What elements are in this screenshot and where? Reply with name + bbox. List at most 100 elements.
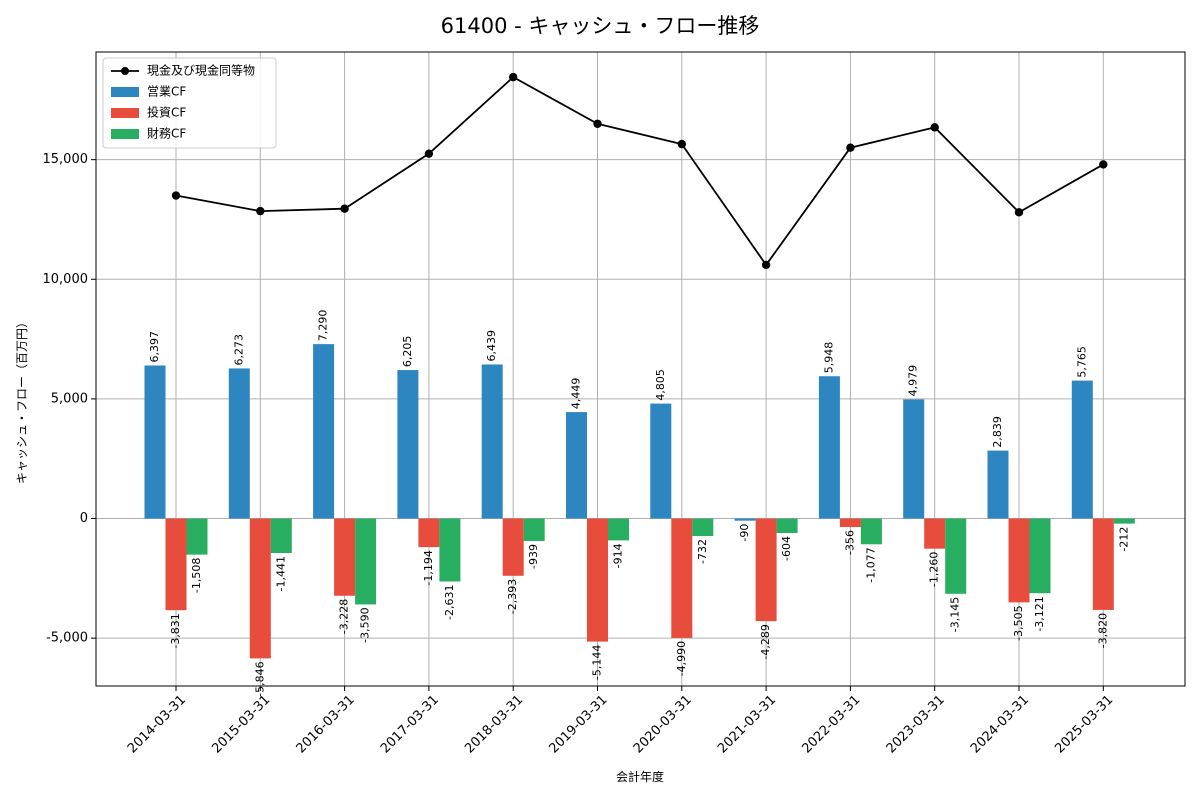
line-layer bbox=[171, 72, 1108, 270]
bar-2-2017-03-31 bbox=[418, 518, 440, 548]
cash-point bbox=[761, 260, 771, 270]
bar-2-2016-03-31 bbox=[334, 518, 356, 596]
bar-3-2017-03-31 bbox=[439, 518, 461, 582]
legend-swatch bbox=[111, 108, 139, 118]
bar-1-2014-03-31 bbox=[144, 365, 166, 519]
bar-2-2024-03-31 bbox=[1008, 518, 1030, 603]
x-tick-label: 2023-03-31 bbox=[884, 692, 948, 756]
bar-3-2023-03-31 bbox=[945, 518, 967, 594]
y-tick-label: 10,000 bbox=[43, 272, 89, 287]
data-label: 7,290 bbox=[317, 310, 330, 342]
bar-1-2015-03-31 bbox=[228, 368, 250, 519]
bar-3-2021-03-31 bbox=[776, 518, 798, 533]
bar-3-2018-03-31 bbox=[523, 518, 545, 541]
data-label: 4,449 bbox=[570, 378, 583, 410]
bar-3-2022-03-31 bbox=[860, 518, 882, 545]
y-tick-label: -5,000 bbox=[46, 631, 88, 646]
bar-1-2019-03-31 bbox=[566, 412, 587, 519]
data-label: -1,194 bbox=[422, 550, 435, 585]
data-label: -5,144 bbox=[591, 645, 604, 680]
legend-label: 現金及び現金同等物 bbox=[147, 63, 255, 78]
bar-2-2020-03-31 bbox=[671, 518, 693, 638]
chart-title: 61400 - キャッシュ・フロー推移 bbox=[441, 14, 760, 38]
data-label: 6,273 bbox=[232, 334, 245, 366]
bar-2-2018-03-31 bbox=[502, 518, 524, 576]
bar-3-2019-03-31 bbox=[608, 518, 629, 541]
bar-1-2025-03-31 bbox=[1071, 380, 1093, 519]
bar-1-2018-03-31 bbox=[481, 364, 503, 519]
cash-point bbox=[1099, 160, 1108, 169]
data-label: -1,441 bbox=[274, 556, 287, 591]
data-label: -1,260 bbox=[928, 552, 941, 587]
data-label: 4,805 bbox=[654, 369, 667, 401]
data-label: -5,846 bbox=[253, 661, 266, 696]
data-label: 6,397 bbox=[148, 331, 161, 363]
bar-3-2020-03-31 bbox=[692, 518, 714, 537]
x-tick-label: 2020-03-31 bbox=[631, 692, 695, 756]
data-label: -4,990 bbox=[675, 641, 688, 676]
y-tick-label: 15,000 bbox=[43, 152, 89, 167]
data-label: -604 bbox=[780, 536, 793, 561]
data-label: -3,228 bbox=[338, 599, 351, 634]
y-tick-label: 0 bbox=[80, 511, 88, 526]
bar-3-2025-03-31 bbox=[1113, 518, 1135, 524]
cash-point bbox=[256, 206, 265, 216]
x-tick-label: 2014-03-31 bbox=[125, 692, 189, 756]
data-label: -2,393 bbox=[506, 579, 519, 614]
y-tick-label: 5,000 bbox=[51, 391, 88, 406]
bar-2-2014-03-31 bbox=[165, 518, 187, 611]
bar-2-2023-03-31 bbox=[924, 518, 946, 549]
cash-point bbox=[593, 119, 602, 128]
data-label: -3,505 bbox=[1012, 605, 1025, 640]
data-label: -3,145 bbox=[949, 597, 962, 632]
x-tick-label: 2018-03-31 bbox=[462, 692, 526, 756]
legend-swatch bbox=[111, 129, 139, 139]
cash-point bbox=[171, 191, 181, 200]
bar-1-2022-03-31 bbox=[818, 376, 840, 519]
data-label: -90 bbox=[738, 524, 751, 542]
legend-label: 営業CF bbox=[147, 85, 186, 99]
data-label: -2,631 bbox=[443, 584, 456, 619]
cash-point bbox=[930, 123, 939, 132]
x-axis-label: 会計年度 bbox=[616, 769, 664, 784]
data-label: -1,077 bbox=[864, 547, 877, 582]
x-tick-label: 2017-03-31 bbox=[378, 692, 442, 756]
bar-3-2014-03-31 bbox=[186, 518, 208, 555]
bar-3-2024-03-31 bbox=[1029, 518, 1051, 594]
bar-2-2022-03-31 bbox=[839, 518, 861, 528]
data-label: -939 bbox=[527, 544, 540, 569]
cash-point bbox=[1014, 208, 1024, 217]
data-label: -914 bbox=[612, 543, 625, 568]
plot-frame bbox=[95, 51, 1186, 687]
data-label: -3,121 bbox=[1033, 596, 1046, 631]
bar-3-2016-03-31 bbox=[355, 518, 377, 605]
data-label: -212 bbox=[1117, 527, 1130, 552]
data-label: -3,820 bbox=[1096, 613, 1109, 648]
bar-1-2020-03-31 bbox=[650, 403, 672, 519]
bar-3-2015-03-31 bbox=[270, 518, 292, 554]
x-tick-label: 2015-03-31 bbox=[209, 692, 273, 756]
bar-2-2019-03-31 bbox=[587, 518, 608, 642]
bar-2-2015-03-31 bbox=[249, 518, 271, 659]
cash-point bbox=[677, 139, 686, 149]
data-label: -1,508 bbox=[190, 558, 203, 593]
x-tick-label: 2022-03-31 bbox=[799, 692, 863, 756]
cash-point bbox=[509, 72, 518, 82]
cash-line bbox=[175, 76, 1104, 267]
data-label: 2,839 bbox=[991, 416, 1004, 448]
data-label: 4,979 bbox=[907, 365, 920, 397]
bar-1-2021-03-31 bbox=[734, 518, 756, 521]
data-label: 5,948 bbox=[822, 342, 835, 374]
bar-2-2025-03-31 bbox=[1092, 518, 1114, 610]
data-label: 5,765 bbox=[1075, 346, 1088, 378]
data-label: -356 bbox=[843, 530, 856, 555]
legend-label: 財務CF bbox=[147, 126, 186, 141]
legend-swatch bbox=[111, 87, 139, 97]
bar-1-2017-03-31 bbox=[397, 370, 419, 519]
cash-point bbox=[340, 204, 349, 213]
data-labels-layer: 6,397 6,273 7,290 6,205 6,439 4,449 4,805 -90 5,… bbox=[148, 310, 1130, 697]
cash-point bbox=[846, 143, 855, 152]
x-tick-label: 2016-03-31 bbox=[294, 692, 358, 756]
